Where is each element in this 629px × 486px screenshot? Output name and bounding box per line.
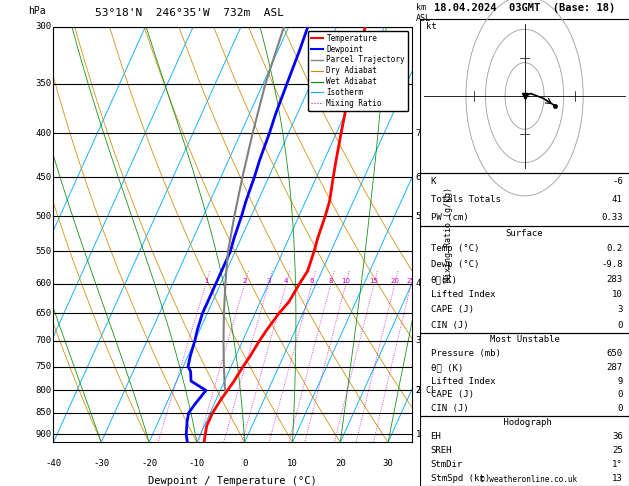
Text: 650: 650 xyxy=(36,309,52,318)
Text: Dewpoint / Temperature (°C): Dewpoint / Temperature (°C) xyxy=(148,475,317,486)
Text: 900: 900 xyxy=(36,430,52,438)
Text: 0: 0 xyxy=(242,459,247,468)
Text: 1: 1 xyxy=(416,430,421,438)
Text: 2: 2 xyxy=(416,386,421,395)
Text: 4: 4 xyxy=(416,279,421,288)
Text: 500: 500 xyxy=(36,211,52,221)
Text: 287: 287 xyxy=(606,363,623,372)
Text: θᴇ (K): θᴇ (K) xyxy=(431,363,463,372)
Text: 800: 800 xyxy=(36,386,52,395)
Text: 400: 400 xyxy=(36,129,52,138)
Text: -9.8: -9.8 xyxy=(601,260,623,269)
Text: 5: 5 xyxy=(416,211,421,221)
Text: 700: 700 xyxy=(36,336,52,346)
Text: -40: -40 xyxy=(45,459,62,468)
Text: km
ASL: km ASL xyxy=(416,3,431,22)
Text: SREH: SREH xyxy=(431,446,452,455)
Text: -10: -10 xyxy=(189,459,205,468)
Text: 53°18'N  246°35'W  732m  ASL: 53°18'N 246°35'W 732m ASL xyxy=(95,8,284,18)
Text: 7: 7 xyxy=(416,129,421,138)
Text: 0.33: 0.33 xyxy=(601,212,623,222)
Text: 2 CL: 2 CL xyxy=(416,386,435,395)
Text: Pressure (mb): Pressure (mb) xyxy=(431,349,501,358)
Text: Surface: Surface xyxy=(506,229,543,238)
Text: 1: 1 xyxy=(204,278,208,284)
Text: 30: 30 xyxy=(382,459,394,468)
Text: 10: 10 xyxy=(342,278,350,284)
Text: 3: 3 xyxy=(416,336,421,346)
Bar xyxy=(420,333,629,416)
Text: Lifted Index: Lifted Index xyxy=(431,290,495,299)
Text: -20: -20 xyxy=(141,459,157,468)
Text: Dewp (°C): Dewp (°C) xyxy=(431,260,479,269)
Text: 41: 41 xyxy=(612,195,623,204)
Text: -6: -6 xyxy=(612,177,623,186)
Text: 350: 350 xyxy=(36,79,52,88)
Text: 25: 25 xyxy=(407,278,416,284)
Text: Totals Totals: Totals Totals xyxy=(431,195,501,204)
Text: 25: 25 xyxy=(612,446,623,455)
Text: K: K xyxy=(431,177,436,186)
Text: 36: 36 xyxy=(612,432,623,441)
Text: StmDir: StmDir xyxy=(431,460,463,469)
Text: hPa: hPa xyxy=(28,6,46,17)
Bar xyxy=(420,416,629,486)
Text: 600: 600 xyxy=(36,279,52,288)
Text: 6: 6 xyxy=(309,278,314,284)
Text: 20: 20 xyxy=(391,278,399,284)
Text: EH: EH xyxy=(431,432,442,441)
Text: 15: 15 xyxy=(370,278,379,284)
Text: 750: 750 xyxy=(36,362,52,371)
Text: kt: kt xyxy=(426,22,437,31)
Text: 300: 300 xyxy=(36,22,52,31)
Text: 6: 6 xyxy=(416,173,421,182)
Bar xyxy=(420,19,629,173)
Text: 18.04.2024  03GMT  (Base: 18): 18.04.2024 03GMT (Base: 18) xyxy=(434,3,615,14)
Text: 3: 3 xyxy=(267,278,271,284)
Text: 9: 9 xyxy=(617,377,623,385)
Text: 450: 450 xyxy=(36,173,52,182)
Text: 8: 8 xyxy=(328,278,333,284)
Text: 4: 4 xyxy=(284,278,289,284)
Text: Most Unstable: Most Unstable xyxy=(489,335,560,344)
Text: 283: 283 xyxy=(606,275,623,284)
Text: Hodograph: Hodograph xyxy=(498,418,552,427)
Text: CIN (J): CIN (J) xyxy=(431,404,468,413)
Bar xyxy=(420,226,629,333)
Text: 10: 10 xyxy=(287,459,298,468)
Text: 0.2: 0.2 xyxy=(606,244,623,253)
Bar xyxy=(420,173,629,226)
Text: 550: 550 xyxy=(36,247,52,256)
Text: 0: 0 xyxy=(617,404,623,413)
Text: 0: 0 xyxy=(617,321,623,330)
Text: Lifted Index: Lifted Index xyxy=(431,377,495,385)
Text: Mixing Ratio (g/kg): Mixing Ratio (g/kg) xyxy=(444,187,454,282)
Text: 1°: 1° xyxy=(612,460,623,469)
Text: 0: 0 xyxy=(617,390,623,399)
Text: 10: 10 xyxy=(612,290,623,299)
Text: 3: 3 xyxy=(617,306,623,314)
Text: © weatheronline.co.uk: © weatheronline.co.uk xyxy=(480,474,577,484)
Text: 650: 650 xyxy=(606,349,623,358)
Text: 13: 13 xyxy=(612,474,623,484)
Text: CAPE (J): CAPE (J) xyxy=(431,306,474,314)
Text: 850: 850 xyxy=(36,408,52,417)
Text: CIN (J): CIN (J) xyxy=(431,321,468,330)
Text: CAPE (J): CAPE (J) xyxy=(431,390,474,399)
Text: 20: 20 xyxy=(335,459,346,468)
Legend: Temperature, Dewpoint, Parcel Trajectory, Dry Adiabat, Wet Adiabat, Isotherm, Mi: Temperature, Dewpoint, Parcel Trajectory… xyxy=(308,31,408,111)
Text: StmSpd (kt): StmSpd (kt) xyxy=(431,474,490,484)
Text: Temp (°C): Temp (°C) xyxy=(431,244,479,253)
Text: -30: -30 xyxy=(93,459,109,468)
Text: 2: 2 xyxy=(243,278,247,284)
Text: θᴇ(K): θᴇ(K) xyxy=(431,275,457,284)
Text: PW (cm): PW (cm) xyxy=(431,212,468,222)
